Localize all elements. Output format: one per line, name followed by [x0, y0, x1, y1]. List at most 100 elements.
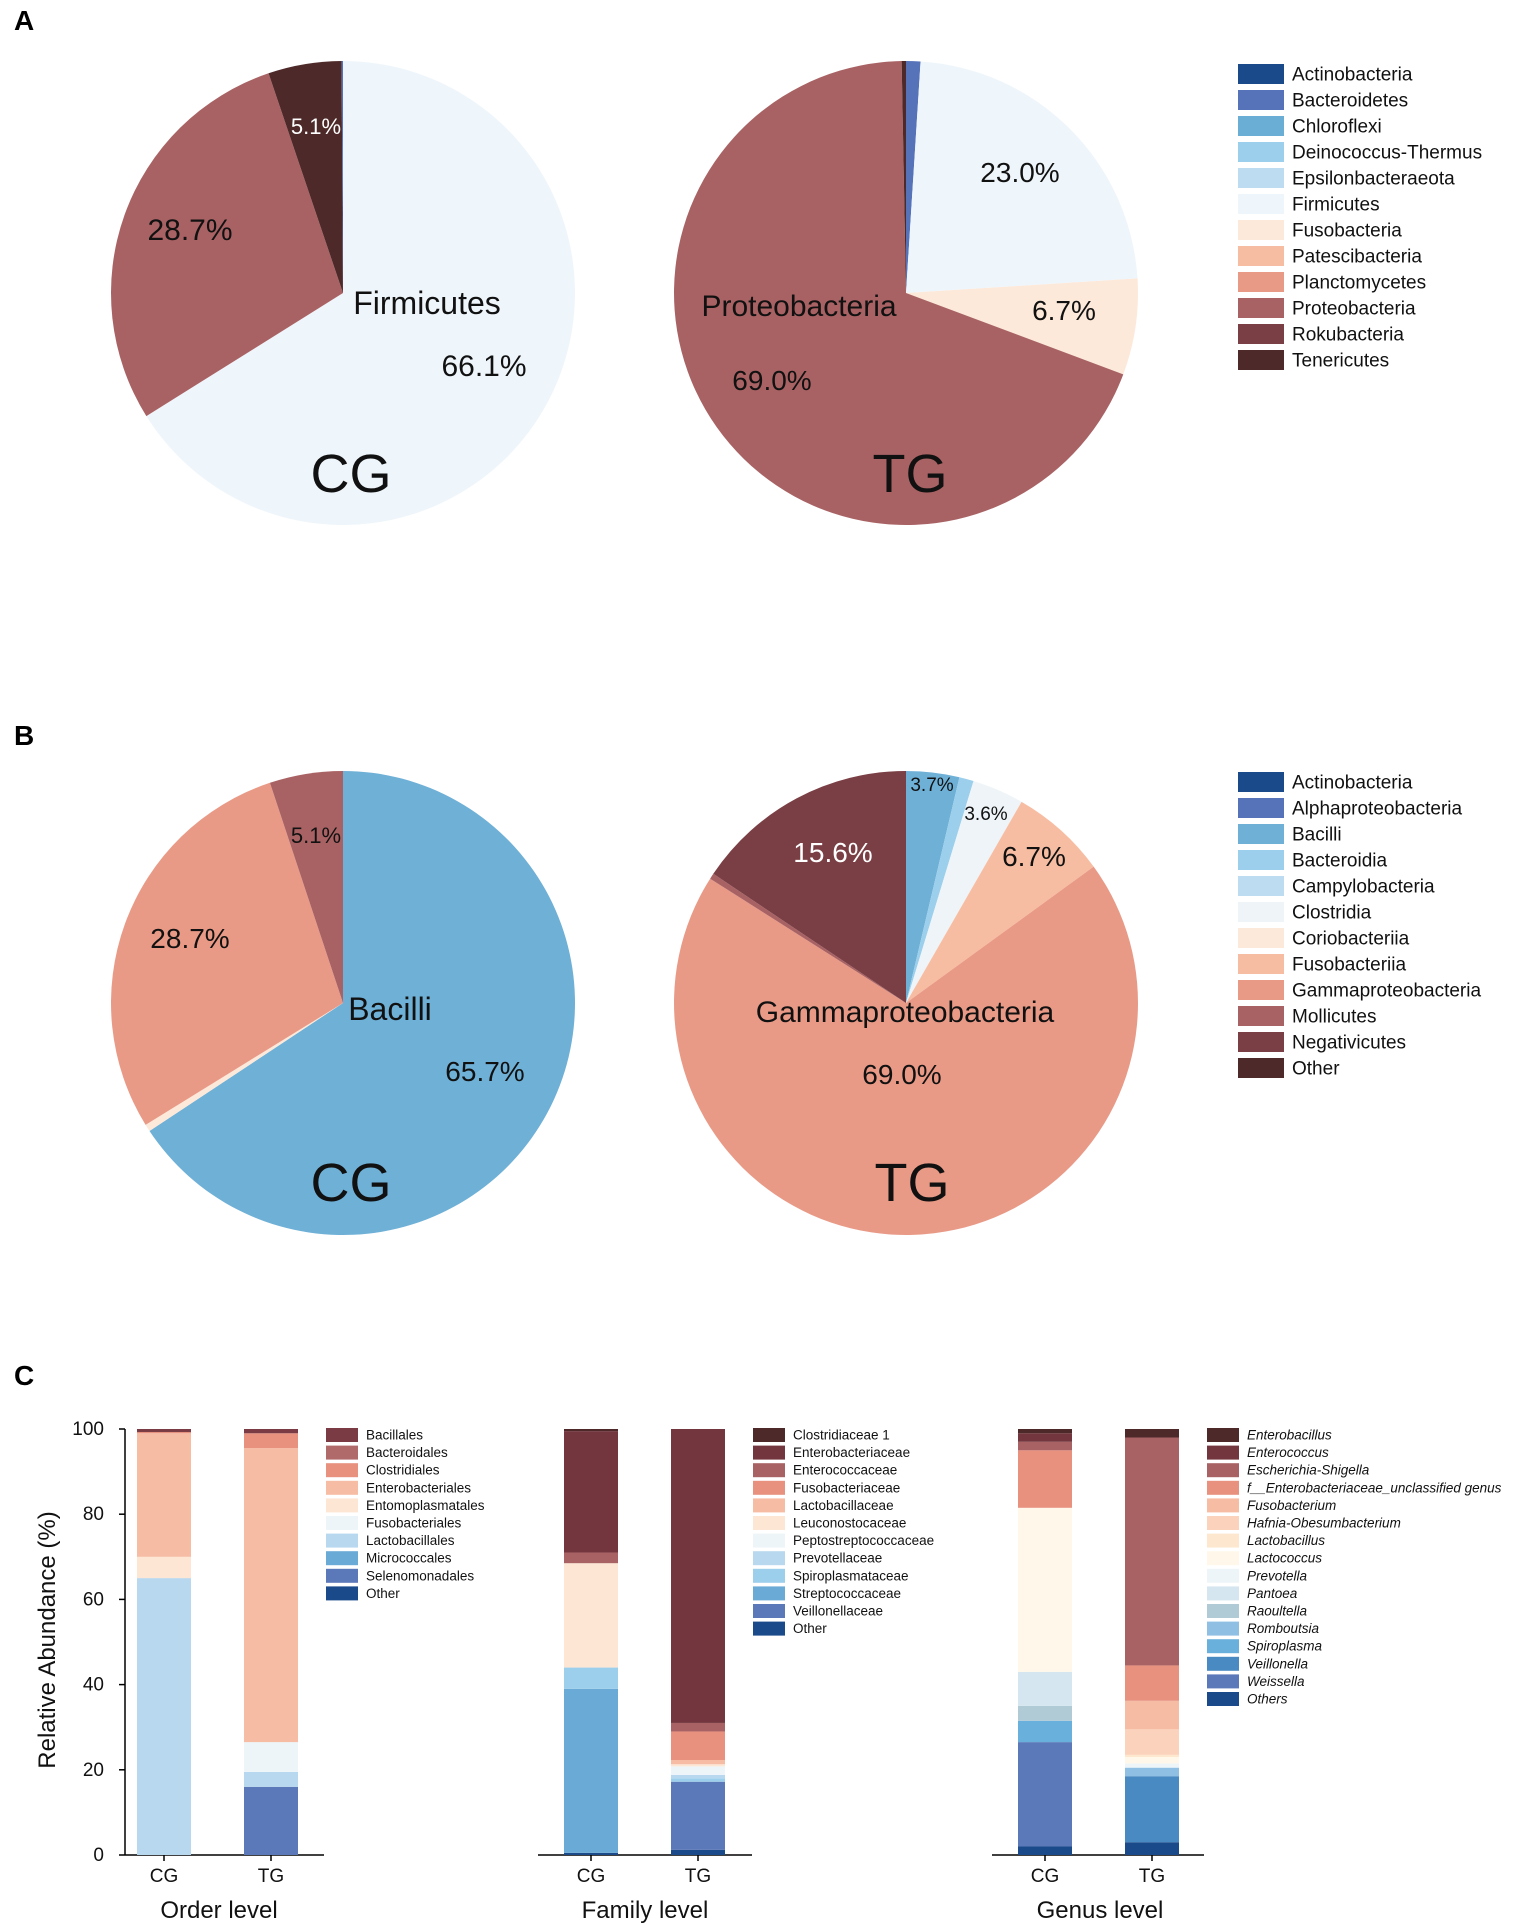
legend-swatch	[1238, 142, 1284, 162]
bar-segment-leuconostocaceae	[564, 1563, 618, 1668]
pie-group-label: CG	[311, 444, 392, 504]
bar-segment-lactobacillus	[1125, 1754, 1179, 1758]
pie-data-label: 5.1%	[291, 114, 341, 139]
legend-label: Enterococcus	[1247, 1445, 1329, 1460]
legend-label: Fusobacteriaceae	[793, 1480, 900, 1495]
legend-swatch	[1238, 902, 1284, 922]
legend-label: Other	[1292, 1058, 1340, 1079]
bar-segment-veillonellaceae	[671, 1781, 725, 1850]
legend-label: Raoultella	[1247, 1603, 1308, 1618]
bar-segment-enterobacteriaceae	[564, 1431, 618, 1553]
legend-label: Leuconostocaceae	[793, 1515, 906, 1530]
bar-segment-escherichia-shigella	[1018, 1441, 1072, 1451]
x-tick-label: CG	[1031, 1866, 1060, 1887]
legend-label: Spiroplasmataceae	[793, 1568, 909, 1583]
bar-segment-other	[564, 1852, 618, 1855]
legend-swatch	[1207, 1516, 1239, 1530]
pie-data-label: 15.6%	[793, 837, 872, 868]
x-tick-label: CG	[577, 1866, 606, 1887]
pie-slice-gammaproteobacteria	[674, 866, 1139, 1236]
legend-swatch	[1238, 298, 1284, 318]
legend-label: Bacteroidales	[366, 1445, 448, 1460]
legend-swatch	[1238, 220, 1284, 240]
pie-slice-mollicutes	[710, 873, 906, 1003]
bar-segment-weissella	[1018, 1742, 1072, 1847]
legend-swatch	[1238, 928, 1284, 948]
bar-segment-hafnia-obesumbacterium	[1125, 1729, 1179, 1755]
legend-label: Chloroflexi	[1292, 116, 1382, 137]
legend-label: Actinobacteria	[1292, 772, 1413, 793]
bar-segment-romboutsia	[1125, 1767, 1179, 1777]
legend-label: Veillonella	[1247, 1656, 1309, 1671]
legend-label: Mollicutes	[1292, 1006, 1376, 1027]
legend-swatch	[1207, 1428, 1239, 1442]
stacked-bar-chart-family: CG TG Family level	[538, 1429, 752, 1924]
legend-label: Escherichia-Shigella	[1247, 1463, 1370, 1478]
bar-chart-title: Order level	[160, 1897, 277, 1924]
legend-swatch	[1238, 824, 1284, 844]
legend-swatch	[1238, 168, 1284, 188]
legend-swatch	[1238, 876, 1284, 896]
legend-label: Rokubacteria	[1292, 324, 1404, 345]
legend-label: Veillonellaceae	[793, 1603, 883, 1618]
legend-label: Micrococcales	[366, 1551, 452, 1566]
bar-segment-others	[1125, 1842, 1179, 1855]
panel-label-b: B	[14, 720, 34, 751]
legend-swatch	[753, 1463, 785, 1478]
pie-group-label: CG	[311, 1153, 392, 1213]
pie-center-label: Gammaproteobacteria	[756, 996, 1055, 1029]
legend-swatch	[326, 1463, 358, 1478]
legend-swatch	[1207, 1604, 1239, 1618]
bar-segment-spiroplasma	[1018, 1720, 1072, 1743]
bar-segment-peptostreptococcaceae	[671, 1766, 725, 1775]
legend-swatch	[753, 1551, 785, 1566]
bar-segment-clostridiales	[244, 1433, 298, 1449]
pie-group-label: TG	[873, 444, 948, 504]
legend-swatch	[1238, 954, 1284, 974]
bar-chart-title: Genus level	[1037, 1897, 1164, 1924]
bar-segment-enterobacillus	[1125, 1429, 1179, 1438]
bar-segment-leuconostocaceae	[671, 1764, 725, 1767]
bar-segment-enterococcaceae	[564, 1552, 618, 1564]
pie-data-label: 3.6%	[964, 804, 1007, 825]
pie-data-label: 69.0%	[732, 365, 811, 396]
legend-label: Lactobacillaceae	[793, 1498, 894, 1513]
legend-label: Bacillales	[366, 1427, 423, 1442]
pie-data-label: 6.7%	[1032, 295, 1096, 326]
legend-label: Fusobacteriia	[1292, 954, 1406, 975]
pie-slice-gammaproteobacteria	[111, 782, 343, 1125]
legend-label: Weissella	[1247, 1674, 1305, 1689]
x-tick-label: TG	[685, 1866, 711, 1887]
pie-slice-fusobacteriia	[906, 801, 1094, 1003]
legend-label: f__Enterobacteriaceae_unclassified genus	[1247, 1480, 1502, 1495]
legend-label: Epsilonbacteraeota	[1292, 168, 1455, 189]
bar-segment-prevotella	[1125, 1763, 1179, 1768]
y-tick-label: 80	[83, 1504, 104, 1525]
legend-label: Prevotellaceae	[793, 1551, 882, 1566]
bar-segment-lactobacillales	[137, 1578, 191, 1855]
pie-slice-clostridia	[906, 781, 1022, 1003]
legend-label: Lactococcus	[1247, 1551, 1322, 1566]
bar-segment-enterococcaceae	[671, 1722, 725, 1732]
bar-segment-fusobacterium	[1125, 1700, 1179, 1730]
bar-segment-selenomonadales	[244, 1786, 298, 1855]
bar-segment-bacillales	[244, 1429, 298, 1434]
legend-label: Lactobacillus	[1247, 1533, 1325, 1548]
pie-group-label: TG	[875, 1153, 950, 1213]
legend-swatch	[1238, 1006, 1284, 1026]
pie-data-label: 6.7%	[1002, 841, 1066, 872]
y-tick-label: 40	[83, 1675, 104, 1696]
legend-swatch	[1207, 1586, 1239, 1601]
pie-slice-coriobacteriia	[145, 1003, 343, 1131]
legend-label: Enterococcaceae	[793, 1463, 897, 1478]
bar-segment-streptococcaceae	[564, 1688, 618, 1853]
legend-swatch	[1238, 350, 1284, 370]
legend-swatch	[753, 1498, 785, 1513]
pie-slice-firmicutes	[146, 61, 576, 525]
legend-label: Clostridia	[1292, 902, 1372, 923]
pie-chart-b-tg: 3.7% 3.6% 6.7% 69.0% 15.6% Gammaproteobacteri…	[674, 771, 1139, 1236]
legend-genus: Enterobacillus Enterococcus Escherichia-Sh…	[1207, 1427, 1502, 1706]
legend-b: Actinobacteria Alphaproteobacteria Bacilli…	[1238, 772, 1481, 1079]
pie-data-label: 66.1%	[441, 350, 526, 383]
bar-segment-spiroplasmataceae	[671, 1778, 725, 1782]
